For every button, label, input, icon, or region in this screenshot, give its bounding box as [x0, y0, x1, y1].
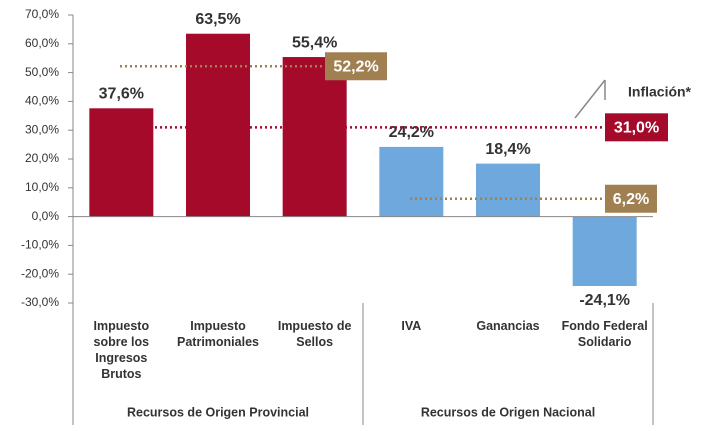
x-tick-label: Impuesto Patrimoniales — [177, 319, 259, 349]
bar — [572, 216, 637, 287]
value-label: 18,4% — [485, 141, 530, 158]
y-tick-label: 60,0% — [25, 36, 59, 50]
annotation: Inflación* — [628, 84, 692, 100]
x-tick-label: Ganancias — [476, 319, 540, 333]
value-label: 24,2% — [389, 124, 434, 141]
y-tick-label: 0,0% — [32, 209, 60, 223]
bar — [379, 146, 444, 217]
annotation-pointer — [574, 79, 606, 119]
group-label: Recursos de Origen Nacional — [421, 405, 595, 419]
y-tick-label: 70,0% — [25, 7, 59, 21]
reference-label-box — [605, 184, 657, 213]
y-tick-label: -20,0% — [21, 266, 59, 280]
reference-label: 6,2% — [613, 191, 649, 208]
value-label: -24,1% — [579, 292, 630, 309]
y-tick-label: 10,0% — [25, 180, 59, 194]
reference-label-box — [605, 113, 668, 142]
y-tick-label: -30,0% — [21, 295, 59, 309]
x-tick-label: IVA — [401, 319, 422, 333]
value-label: 63,5% — [195, 11, 240, 28]
y-tick-label: 20,0% — [25, 151, 59, 165]
value-label: 55,4% — [292, 34, 337, 51]
bar — [476, 163, 540, 217]
group-label: Recursos de Origen Provincial — [127, 405, 309, 419]
x-tick-label: Impuesto de Sellos — [277, 319, 352, 349]
reference-label: 52,2% — [333, 58, 378, 75]
bar — [282, 57, 347, 217]
y-tick-label: 30,0% — [25, 122, 59, 136]
y-tick-label: 40,0% — [25, 94, 59, 108]
y-tick-label: 50,0% — [25, 65, 59, 79]
value-label: 37,6% — [99, 86, 144, 103]
reference-label: 31,0% — [614, 120, 659, 137]
reference-label-box — [325, 52, 387, 81]
bar — [186, 33, 250, 217]
y-tick-label: -10,0% — [21, 238, 59, 252]
x-tick-label: Fondo Federal Solidario — [561, 319, 648, 349]
x-tick-label: Impuesto sobre los Ingresos Brutos — [93, 319, 150, 381]
bar — [89, 108, 154, 217]
